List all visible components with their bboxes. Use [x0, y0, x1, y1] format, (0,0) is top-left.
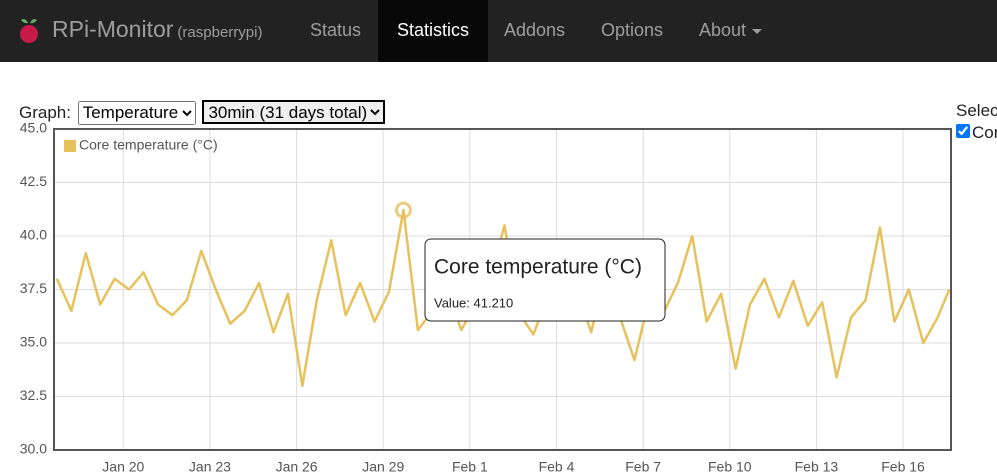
- x-tick-label: Jan 29: [362, 459, 404, 474]
- x-tick-label: Feb 16: [881, 459, 925, 474]
- graph-select[interactable]: Temperature: [77, 100, 196, 125]
- nav-item[interactable]: Options: [601, 20, 664, 40]
- navbar: RPi-Monitor (raspberrypi) Status Statisti…: [0, 0, 997, 62]
- x-tick-label: Feb 7: [625, 459, 661, 474]
- x-tick-label: Jan 20: [102, 459, 144, 474]
- brand[interactable]: RPi-Monitor (raspberrypi): [52, 16, 262, 43]
- nav-item[interactable]: Statistics: [378, 0, 489, 62]
- x-tick-label: Feb 1: [452, 459, 488, 474]
- host-name: (raspberrypi): [177, 24, 263, 41]
- tooltip-value: Value: 41.210: [434, 295, 513, 310]
- y-tick-label: 42.5: [20, 173, 47, 189]
- tooltip: Core temperature (°C) Value: 41.210: [424, 238, 666, 322]
- graph-label: Graph:: [19, 103, 71, 122]
- plot-border: [53, 128, 952, 451]
- nav-label[interactable]: About: [699, 20, 747, 40]
- tooltip-title: Core temperature (°C): [434, 256, 642, 279]
- y-tick-label: 37.5: [20, 280, 47, 296]
- x-tick-label: Jan 23: [189, 459, 231, 474]
- checkbox-label: Cor: [972, 123, 997, 142]
- controls: Graph: Temperature 30min (31 days total): [19, 100, 386, 125]
- logo: [20, 19, 38, 43]
- y-tick-label: 32.5: [20, 387, 47, 403]
- nav-item[interactable]: About: [680, 0, 781, 62]
- x-tick-label: Feb 4: [539, 459, 575, 474]
- y-tick-label: 30.0: [20, 441, 47, 457]
- x-tick-label: Feb 13: [795, 459, 839, 474]
- nav-item[interactable]: Addons: [504, 20, 566, 40]
- brand-name[interactable]: RPi-Monitor: [52, 16, 174, 42]
- caret: [752, 28, 763, 34]
- series-line: [55, 208, 951, 388]
- y-tick-label: 40.0: [20, 227, 47, 243]
- side-panel: Selec Cor: [956, 101, 997, 143]
- tooltip-box: [424, 238, 666, 322]
- x-tick-label: Jan 26: [276, 459, 318, 474]
- side-label: Selec: [956, 101, 997, 120]
- period-select[interactable]: 30min (31 days total): [202, 100, 386, 124]
- y-tick-label: 45.0: [20, 120, 47, 136]
- hover-point: [394, 201, 412, 219]
- legend-swatch: [64, 140, 76, 152]
- y-tick-label: 35.0: [20, 334, 47, 350]
- x-tick-label: Feb 10: [708, 459, 752, 474]
- checkbox[interactable]: [956, 124, 970, 138]
- nav-item[interactable]: Status: [310, 20, 362, 40]
- legend-label: Core temperature (°C): [79, 137, 218, 153]
